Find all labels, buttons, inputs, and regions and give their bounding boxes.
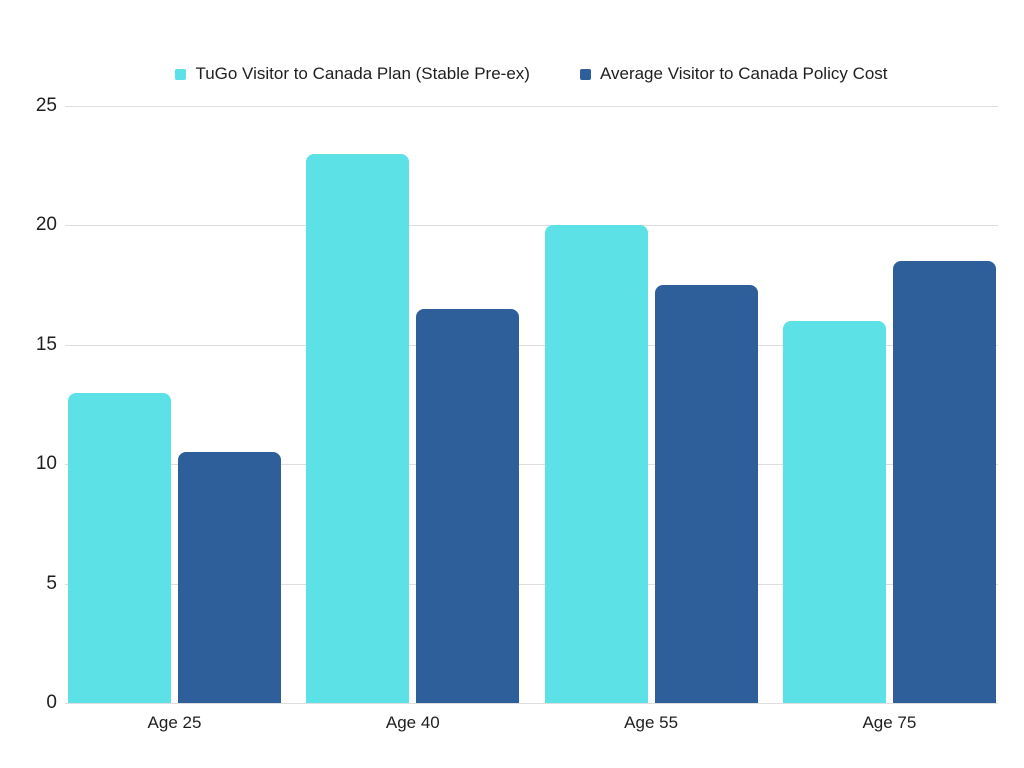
legend-label-average: Average Visitor to Canada Policy Cost — [599, 64, 888, 83]
gridline — [65, 583, 998, 585]
bar — [782, 320, 886, 703]
bar — [68, 392, 171, 703]
gridline — [65, 703, 998, 704]
chart-legend: TuGo Visitor to Canada Plan (Stable Pre-… — [65, 60, 998, 88]
bar — [306, 153, 410, 703]
legend-swatch-tugo — [175, 68, 187, 80]
legend-item-average: Average Visitor to Canada Policy Cost — [579, 64, 888, 84]
y-axis-tick-label: 5 — [46, 572, 57, 594]
bar — [654, 285, 758, 703]
bar — [892, 261, 996, 703]
y-axis-tick-label: 25 — [35, 95, 57, 116]
gridline — [65, 344, 998, 346]
y-axis-tick-label: 20 — [35, 214, 57, 236]
bar — [178, 452, 281, 703]
x-axis-category-label: Age 40 — [385, 713, 440, 732]
legend-label-tugo: TuGo Visitor to Canada Plan (Stable Pre-… — [195, 64, 530, 83]
gridline — [65, 106, 998, 107]
plot-area — [65, 106, 998, 704]
x-axis-category-label: Age 25 — [147, 713, 202, 732]
y-axis-tick-label: 10 — [35, 453, 57, 475]
legend-swatch-average — [579, 68, 591, 80]
bar — [416, 308, 520, 703]
x-axis-category-label: Age 55 — [624, 713, 679, 732]
gridline — [65, 464, 998, 466]
gridline — [65, 225, 998, 227]
y-axis-tick-label: 15 — [35, 333, 57, 355]
legend-item-tugo: TuGo Visitor to Canada Plan (Stable Pre-… — [175, 64, 530, 84]
y-axis-tick-label: 0 — [46, 692, 57, 713]
x-axis-category-label: Age 75 — [862, 713, 917, 732]
bar — [544, 225, 648, 703]
